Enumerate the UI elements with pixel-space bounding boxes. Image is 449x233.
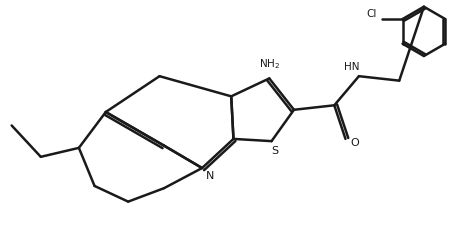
- Text: N: N: [206, 171, 214, 181]
- Text: Cl: Cl: [366, 9, 376, 19]
- Text: O: O: [350, 138, 359, 148]
- Text: NH$_2$: NH$_2$: [259, 57, 280, 71]
- Text: S: S: [272, 146, 279, 156]
- Text: HN: HN: [344, 62, 360, 72]
